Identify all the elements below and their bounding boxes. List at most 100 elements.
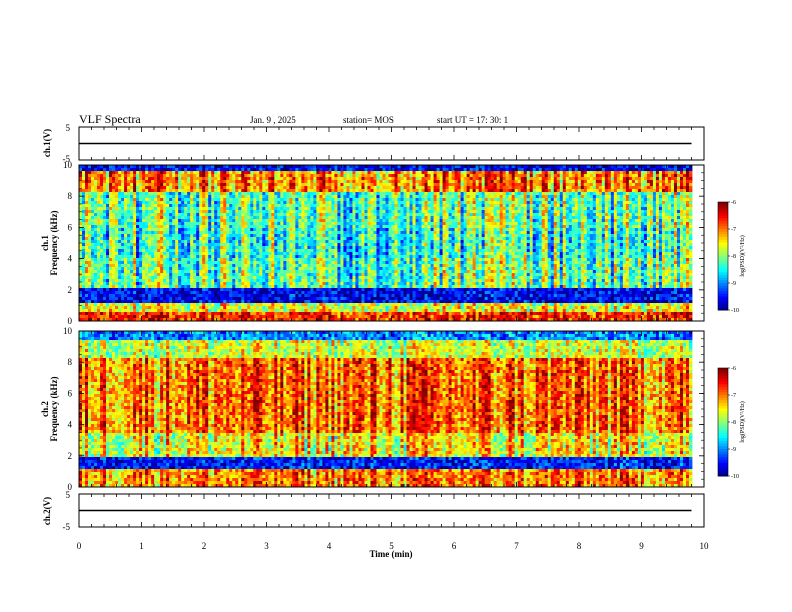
psd-cell	[184, 168, 188, 172]
psd-cell	[175, 177, 179, 181]
psd-cell	[262, 231, 266, 235]
psd-cell	[157, 186, 161, 190]
psd-cell	[289, 198, 293, 202]
psd-cell	[298, 225, 302, 229]
psd-cell	[79, 252, 83, 256]
psd-cell	[190, 195, 194, 199]
psd-cell	[211, 210, 215, 214]
psd-cell	[319, 237, 323, 241]
psd-cell	[301, 315, 305, 319]
psd-cell	[319, 183, 323, 187]
psd-cell	[121, 297, 125, 301]
psd-cell	[208, 177, 212, 181]
psd-cell	[196, 216, 200, 220]
psd-cell	[139, 171, 143, 175]
psd-cell	[136, 204, 140, 208]
psd-cell	[91, 303, 95, 307]
psd-cell	[343, 297, 347, 301]
psd-cell	[352, 306, 356, 310]
psd-cell	[355, 255, 359, 259]
psd-cell	[160, 192, 164, 196]
psd-cell	[184, 309, 188, 313]
psd-cell	[331, 249, 335, 253]
psd-cell	[184, 279, 188, 283]
psd-cell	[112, 270, 116, 274]
psd-cell	[130, 297, 134, 301]
psd-cell	[190, 225, 194, 229]
psd-cell	[217, 195, 221, 199]
psd-cell	[316, 252, 320, 256]
psd-cell	[184, 213, 188, 217]
psd-cell	[316, 273, 320, 277]
psd-cell	[232, 285, 236, 289]
psd-cell	[154, 297, 158, 301]
psd-cell	[154, 207, 158, 211]
psd-cell	[88, 246, 92, 250]
psd-cell	[295, 213, 299, 217]
psd-cell	[190, 237, 194, 241]
psd-cell	[91, 270, 95, 274]
psd-cell	[358, 204, 362, 208]
psd-cell	[82, 189, 86, 193]
psd-cell	[334, 177, 338, 181]
psd-cell	[121, 270, 125, 274]
psd-cell	[292, 186, 296, 190]
psd-cell	[250, 177, 254, 181]
psd-cell	[130, 177, 134, 181]
psd-cell	[346, 243, 350, 247]
psd-cell	[151, 216, 155, 220]
psd-cell	[115, 309, 119, 313]
psd-cell	[250, 228, 254, 232]
psd-cell	[169, 210, 173, 214]
psd-cell	[142, 312, 146, 316]
psd-cell	[259, 312, 263, 316]
psd-cell	[352, 219, 356, 223]
psd-cell	[259, 225, 263, 229]
psd-cell	[220, 255, 224, 259]
psd-cell	[172, 246, 176, 250]
psd-cell	[280, 306, 284, 310]
psd-cell	[139, 180, 143, 184]
psd-cell	[196, 171, 200, 175]
psd-cell	[307, 231, 311, 235]
psd-cell	[235, 258, 239, 262]
psd-cell	[82, 303, 86, 307]
psd-cell	[301, 201, 305, 205]
psd-cell	[181, 192, 185, 196]
psd-cell	[220, 204, 224, 208]
psd-cell	[223, 255, 227, 259]
psd-cell	[343, 243, 347, 247]
psd-cell	[328, 309, 332, 313]
psd-cell	[82, 291, 86, 295]
psd-cell	[172, 303, 176, 307]
psd-cell	[244, 255, 248, 259]
psd-cell	[109, 279, 113, 283]
psd-cell	[352, 252, 356, 256]
psd-cell	[187, 237, 191, 241]
psd-cell	[130, 228, 134, 232]
psd-cell	[271, 300, 275, 304]
psd-cell	[94, 216, 98, 220]
psd-cell	[355, 273, 359, 277]
psd-cell	[235, 261, 239, 265]
psd-cell	[328, 249, 332, 253]
psd-cell	[97, 303, 101, 307]
psd-cell	[97, 225, 101, 229]
psd-cell	[307, 267, 311, 271]
psd-cell	[145, 315, 149, 319]
psd-cell	[226, 198, 230, 202]
psd-cell	[154, 225, 158, 229]
psd-cell	[217, 306, 221, 310]
psd-cell	[313, 198, 317, 202]
psd-cell	[271, 279, 275, 283]
psd-cell	[340, 291, 344, 295]
psd-cell	[97, 309, 101, 313]
psd-cell	[154, 312, 158, 316]
psd-cell	[160, 225, 164, 229]
psd-cell	[109, 189, 113, 193]
psd-cell	[340, 315, 344, 319]
psd-cell	[157, 198, 161, 202]
psd-cell	[217, 210, 221, 214]
psd-cell	[295, 207, 299, 211]
psd-cell	[304, 297, 308, 301]
